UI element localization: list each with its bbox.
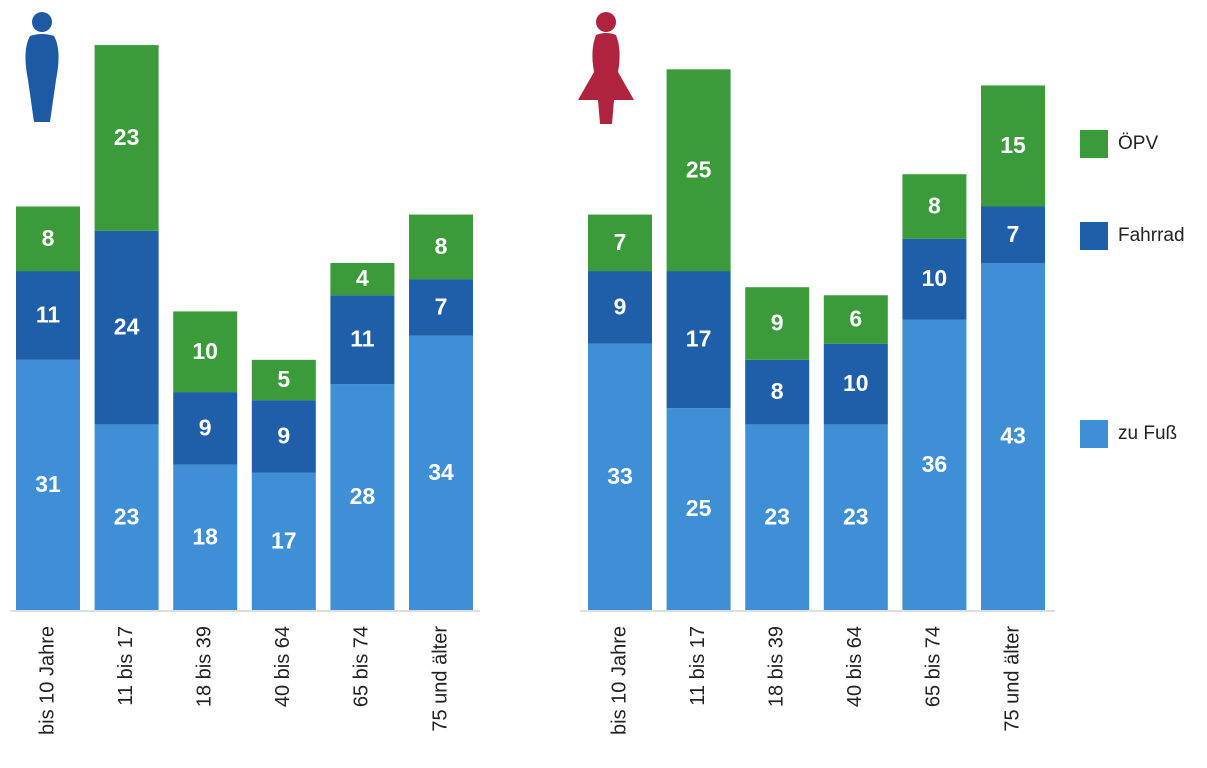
- data-label: 23: [764, 503, 790, 529]
- bar-segment: [173, 392, 238, 465]
- data-label: 5: [277, 366, 290, 392]
- data-label: 28: [350, 483, 376, 509]
- bar-segment: [330, 295, 395, 385]
- bar-segment: [409, 214, 473, 280]
- data-label: 33: [607, 463, 633, 489]
- bar-segment: [94, 230, 159, 425]
- legend-swatch: [1080, 130, 1108, 158]
- data-label: 7: [614, 229, 627, 255]
- data-label: 8: [928, 193, 941, 219]
- legend-label: zu Fuß: [1118, 423, 1177, 444]
- bar-segment: [981, 262, 1045, 610]
- bar-segment: [823, 424, 888, 610]
- bar-segment: [902, 238, 967, 320]
- bar-segment: [173, 311, 238, 393]
- x-tick-label: 40 bis 64: [844, 626, 866, 707]
- data-label: 31: [35, 471, 61, 497]
- data-label: 34: [428, 459, 454, 485]
- data-label: 10: [843, 370, 869, 396]
- data-label: 11: [36, 302, 61, 328]
- bar-segment: [251, 400, 316, 473]
- legend-label: Fahrrad: [1118, 225, 1185, 246]
- x-tick-label: 65 bis 74: [351, 626, 373, 707]
- data-label: 43: [1000, 423, 1026, 449]
- legend-swatch: [1080, 222, 1108, 250]
- bar-segment: [745, 359, 810, 425]
- bar-segment: [16, 271, 80, 360]
- bar-segment: [823, 295, 888, 344]
- bar-segment: [902, 174, 967, 239]
- bar-segment: [981, 85, 1045, 207]
- x-tick-label: 18 bis 39: [765, 626, 787, 707]
- bar-segment: [745, 424, 810, 610]
- data-label: 25: [686, 156, 712, 182]
- data-label: 24: [114, 314, 140, 340]
- data-label: 17: [271, 527, 297, 553]
- bar-segment: [251, 359, 316, 401]
- man-icon: [25, 12, 59, 122]
- bar-segment: [823, 343, 888, 425]
- x-tick-label: 11 bis 17: [115, 626, 137, 706]
- bar-segment: [16, 206, 80, 272]
- data-label: 18: [192, 523, 218, 549]
- legend-label: ÖPV: [1118, 133, 1158, 154]
- bar-segment: [16, 359, 80, 610]
- data-label: 15: [1000, 132, 1026, 158]
- bar-segment: [588, 214, 652, 272]
- data-label: 23: [114, 503, 140, 529]
- bar-segment: [251, 472, 316, 610]
- bar-segment: [666, 408, 731, 610]
- data-label: 23: [114, 124, 140, 150]
- data-label: 8: [435, 233, 448, 259]
- bar-segment: [94, 424, 159, 610]
- data-label: 23: [843, 503, 869, 529]
- data-label: 25: [686, 495, 712, 521]
- x-tick-label: bis 10 Jahre: [36, 626, 58, 735]
- data-label: 9: [277, 423, 290, 449]
- bar-segment: [173, 464, 238, 610]
- x-tick-label: 18 bis 39: [193, 626, 215, 707]
- data-label: 9: [771, 310, 784, 336]
- data-label: 36: [922, 451, 948, 477]
- bar-segment: [330, 262, 395, 296]
- woman-icon: [578, 12, 634, 124]
- x-tick-label: 65 bis 74: [923, 626, 945, 707]
- bar-segment: [588, 271, 652, 344]
- data-label: 9: [614, 293, 627, 319]
- data-label: 11: [350, 326, 375, 352]
- x-tick-label: 40 bis 64: [272, 626, 294, 707]
- bar-segment: [409, 335, 473, 610]
- data-label: 10: [922, 265, 948, 291]
- data-label: 6: [849, 306, 862, 332]
- legend-swatch: [1080, 420, 1108, 448]
- bar-segment: [409, 279, 473, 336]
- x-tick-label: 75 und älter: [429, 626, 451, 732]
- x-tick-label: bis 10 Jahre: [608, 626, 630, 735]
- bar-segment: [588, 343, 652, 610]
- x-tick-label: 75 und älter: [1001, 626, 1023, 732]
- data-label: 17: [686, 326, 712, 352]
- data-label: 8: [771, 378, 784, 404]
- data-label: 4: [356, 265, 369, 291]
- bar-segment: [666, 69, 731, 272]
- data-label: 8: [42, 225, 55, 251]
- data-label: 7: [1007, 221, 1020, 247]
- bar-segment: [902, 319, 967, 610]
- data-label: 9: [199, 415, 212, 441]
- bar-segment: [330, 384, 395, 610]
- bar-segment: [745, 287, 810, 360]
- data-label: 10: [192, 338, 218, 364]
- data-label: 7: [435, 293, 448, 319]
- x-tick-label: 11 bis 17: [687, 626, 709, 706]
- bar-segment: [94, 45, 159, 231]
- bar-segment: [666, 271, 731, 409]
- bar-segment: [981, 206, 1045, 263]
